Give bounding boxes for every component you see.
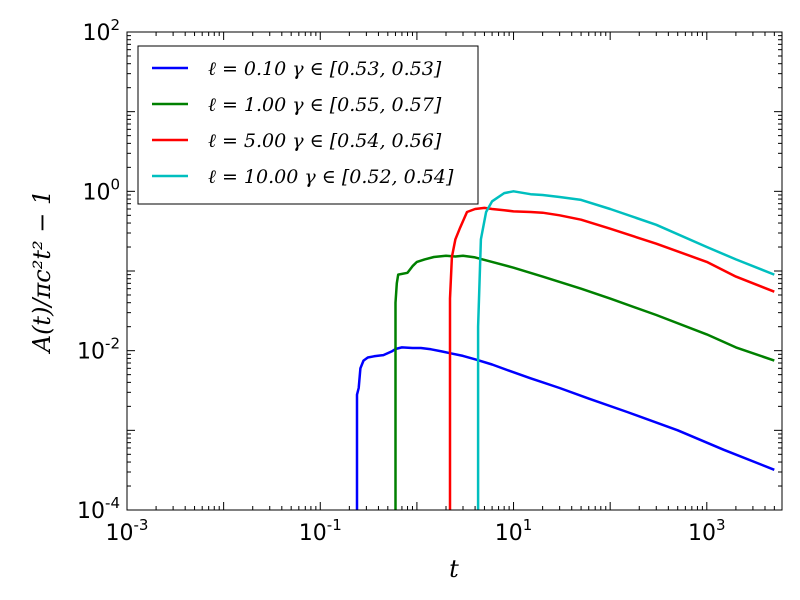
- legend-label-1: ℓ = 0.10 γ ∈ [0.53, 0.53]: [208, 58, 442, 80]
- x-axis-label: t: [449, 555, 459, 583]
- plot-frame: [126, 31, 783, 511]
- x-tick-label: 10-1: [299, 516, 342, 546]
- series-line-1: [355, 346, 775, 510]
- y-tick-label: 102: [82, 16, 120, 46]
- y-tick-label: 10-4: [77, 494, 120, 524]
- tick-labels: 10-3 10-1 101 103 10-4 10-2 100 102: [77, 16, 726, 546]
- x-tick-label: 101: [495, 516, 533, 546]
- legend-label-2: ℓ = 1.00 γ ∈ [0.55, 0.57]: [208, 94, 442, 116]
- series-line-3: [448, 206, 775, 510]
- minor-ticks: [127, 32, 783, 510]
- legend-label-4: ℓ = 10.00 γ ∈ [0.52, 0.54]: [208, 166, 454, 188]
- series-line-4: [476, 190, 775, 510]
- legend: ℓ = 0.10 γ ∈ [0.53, 0.53] ℓ = 1.00 γ ∈ [0…: [137, 45, 479, 205]
- y-tick-label: 100: [82, 175, 120, 205]
- y-axis-label: A(t)/πc²t² − 1: [28, 190, 56, 355]
- series-layer: [355, 190, 775, 510]
- x-tick-label: 103: [688, 516, 726, 546]
- x-tick-label: 10-3: [106, 516, 149, 546]
- y-tick-label: 10-2: [77, 335, 120, 365]
- series-line-2: [394, 254, 775, 510]
- legend-label-3: ℓ = 5.00 γ ∈ [0.54, 0.56]: [208, 130, 442, 152]
- legend-box: [137, 45, 479, 205]
